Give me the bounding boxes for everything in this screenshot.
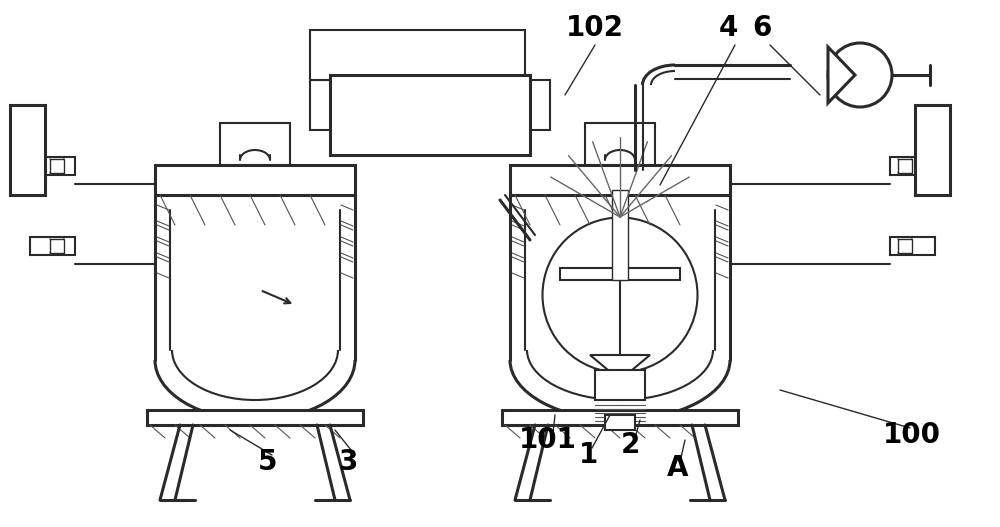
Text: 2: 2 (620, 431, 640, 459)
Text: 101: 101 (519, 426, 577, 454)
Bar (890, 237, 935, 255)
Ellipse shape (542, 218, 698, 373)
Bar (310, 30, 525, 80)
Bar (220, 123, 290, 165)
Text: 100: 100 (883, 421, 941, 449)
Bar (490, 80, 550, 130)
Bar (10, 105, 45, 195)
Bar (898, 159, 912, 173)
Polygon shape (828, 47, 855, 103)
Bar (155, 165, 355, 195)
Text: 6: 6 (752, 14, 772, 42)
Bar (50, 159, 64, 173)
Bar (510, 165, 730, 195)
Bar (915, 105, 950, 195)
Bar (605, 415, 635, 430)
Text: 102: 102 (566, 14, 624, 42)
Bar (612, 190, 628, 280)
Bar (502, 410, 738, 425)
Bar (595, 370, 645, 400)
Text: A: A (667, 454, 689, 482)
Bar (147, 410, 363, 425)
Polygon shape (590, 355, 650, 380)
Bar (310, 80, 370, 130)
Text: 5: 5 (258, 448, 278, 476)
Bar (50, 239, 64, 253)
Circle shape (828, 43, 892, 107)
Bar (30, 237, 75, 255)
Bar (898, 239, 912, 253)
Bar (560, 268, 680, 280)
Text: 4: 4 (718, 14, 738, 42)
Text: 3: 3 (338, 448, 358, 476)
Bar (330, 75, 530, 155)
Bar (890, 157, 935, 175)
Bar (585, 123, 655, 165)
Text: 1: 1 (578, 441, 598, 469)
Bar (30, 157, 75, 175)
